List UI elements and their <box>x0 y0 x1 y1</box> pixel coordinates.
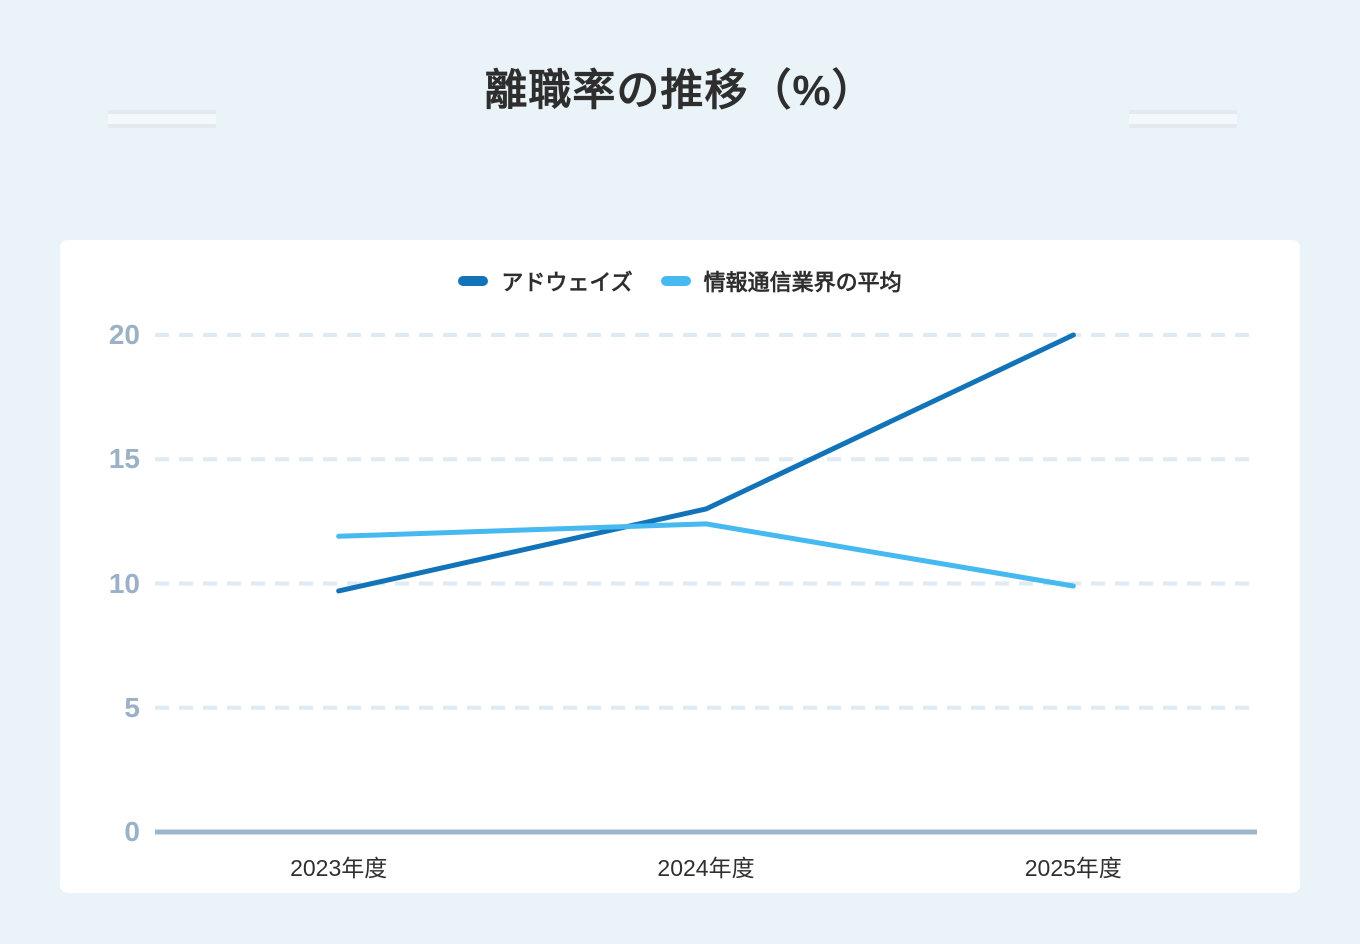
legend-item-adways[interactable]: アドウェイズ <box>458 265 633 297</box>
legend-label-adways: アドウェイズ <box>501 270 633 295</box>
line-chart-svg <box>155 332 1257 835</box>
decorative-bar-right <box>1129 110 1237 128</box>
x-tick-label-0: 2023年度 <box>290 855 388 881</box>
y-tick-label-10: 10 <box>108 567 140 599</box>
page-title: 離職率の推移（%） <box>484 67 876 115</box>
x-tick-label-1: 2024年度 <box>657 855 755 881</box>
chart-card: アドウェイズ 情報通信業界の平均 0 5 10 15 20 2023年度 2024年度 20… <box>60 240 1300 893</box>
legend-swatch-industry-average <box>660 276 691 286</box>
chart-legend: アドウェイズ 情報通信業界の平均 <box>60 265 1300 297</box>
line-series-0 <box>336 332 1076 594</box>
plot-area: 0 5 10 15 20 2023年度 2024年度 2025年度 <box>60 240 1300 893</box>
decorative-bar-left <box>108 110 216 128</box>
x-axis-tick-labels: 2023年度 2024年度 2025年度 <box>155 853 1257 889</box>
y-tick-label-5: 5 <box>124 691 140 723</box>
line-series-1 <box>336 521 1076 589</box>
y-tick-label-0: 0 <box>124 816 140 847</box>
y-axis-tick-labels: 0 5 10 15 20 <box>60 319 140 847</box>
legend-swatch-adways <box>458 276 489 286</box>
legend-item-industry-average[interactable]: 情報通信業界の平均 <box>660 265 902 297</box>
x-tick-label-2: 2025年度 <box>1024 855 1122 881</box>
y-tick-label-20: 20 <box>108 319 140 350</box>
y-tick-label-15: 15 <box>108 443 140 475</box>
legend-label-industry-average: 情報通信業界の平均 <box>703 270 902 295</box>
